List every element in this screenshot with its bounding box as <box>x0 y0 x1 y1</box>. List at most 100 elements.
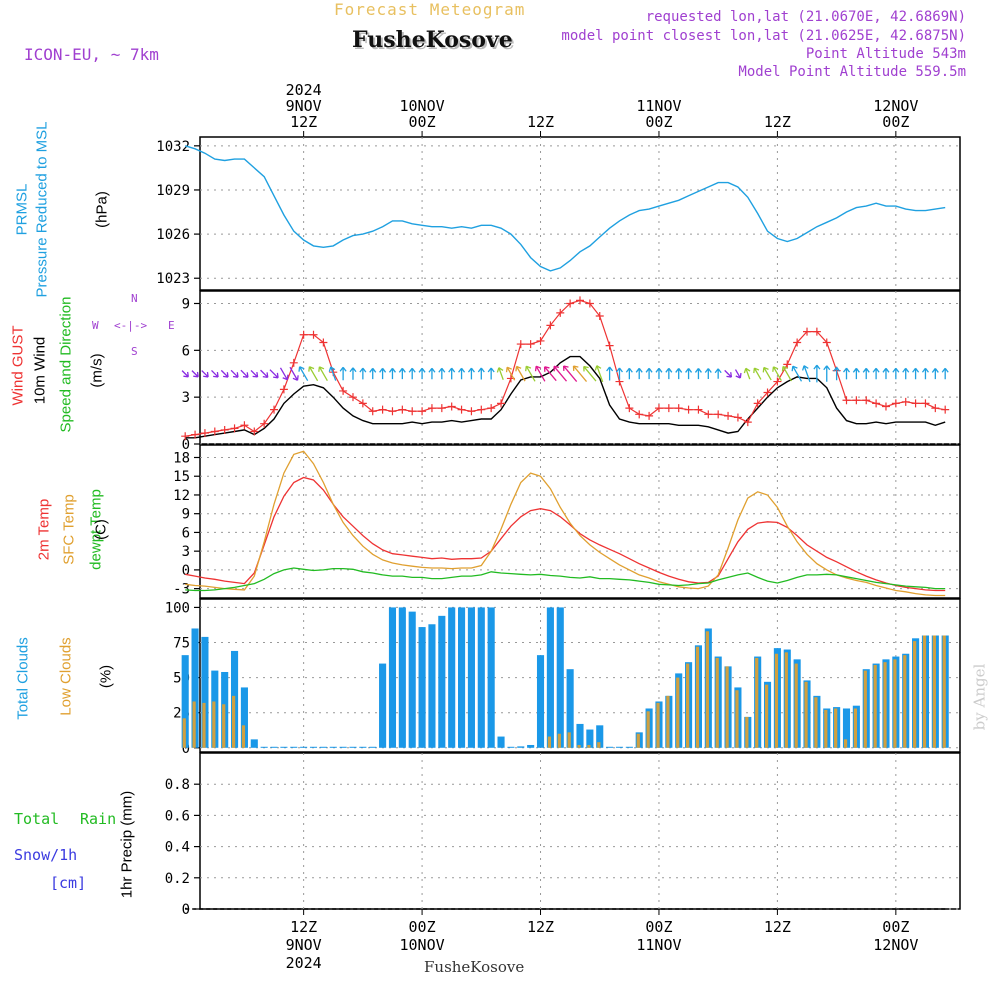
gust-marker <box>566 299 575 308</box>
pressure-ytick-label: 1029 <box>156 183 190 199</box>
compass-arrows: <-|-> <box>114 319 148 332</box>
total-cloud-bar <box>379 663 387 748</box>
low-cloud-bar <box>942 635 946 748</box>
low-cloud-bar <box>676 677 680 748</box>
precipitation-ytick-label: 0.6 <box>165 808 190 824</box>
temperature-ytick-label: 18 <box>173 450 190 466</box>
cm-unit-legend: [cm] <box>50 874 87 892</box>
wind-frame <box>199 290 961 445</box>
total-cloud-bar <box>448 607 456 748</box>
gust-marker <box>605 341 614 350</box>
total-cloud-bar <box>842 708 851 748</box>
wind-direction-arrow <box>458 367 466 380</box>
wind-ytick-label: 0 <box>182 437 190 453</box>
wind-direction-arrow <box>583 365 597 382</box>
gust-marker <box>822 338 831 347</box>
total-cloud-bar <box>467 607 475 748</box>
total-cloud-bar <box>309 746 318 748</box>
wind-direction-arrow <box>467 367 475 380</box>
top-time-label: 10NOV <box>399 97 444 115</box>
low-cloud-bar <box>705 631 709 748</box>
clouds-ytick-label: 100 <box>165 600 190 616</box>
wind-direction-arrow <box>615 367 624 380</box>
low-cloud-bar <box>814 697 818 748</box>
total-cloud-bar <box>458 607 466 748</box>
gust-marker <box>240 421 249 430</box>
low-cloud-bar <box>646 711 650 748</box>
gust-marker <box>220 425 229 434</box>
gust-marker <box>319 338 328 347</box>
low-cloud-bar <box>557 733 561 748</box>
gust-marker <box>181 432 190 441</box>
wind-direction-arrow <box>289 366 299 381</box>
dewpt-line <box>185 567 946 592</box>
total-cloud-bar <box>586 729 594 748</box>
snow-legend: Snow/1h <box>14 846 78 864</box>
pressure-ytick-label: 1023 <box>156 271 190 287</box>
compass-north: N <box>131 292 138 305</box>
wind-direction-arrow <box>388 367 396 380</box>
low-cloud-bar <box>794 663 798 748</box>
wind-direction-arrow <box>369 367 377 380</box>
wind-direction-arrow <box>572 365 588 382</box>
low-cloud-bar <box>636 733 640 748</box>
total-cloud-bar <box>270 746 278 748</box>
gust-marker <box>743 418 752 427</box>
model-label: ICON-EU, ~ 7km <box>24 45 159 64</box>
wind-direction-arrow <box>625 367 633 380</box>
gust-marker <box>862 396 871 405</box>
total-cloud-bar <box>191 628 199 748</box>
wind-direction-arrow <box>941 367 949 380</box>
total-cloud-bar <box>507 746 515 748</box>
total-cloud-bar <box>517 746 525 748</box>
wind-direction-arrow <box>379 367 387 380</box>
top-time-label: 2024 <box>286 81 322 99</box>
wind-direction-arrow <box>823 365 831 382</box>
total-cloud-bar <box>615 746 624 748</box>
low-cloud-bar <box>567 732 571 748</box>
wind-direction-arrow <box>359 367 367 380</box>
footer-station: FusheKosove <box>424 958 525 976</box>
top-time-label: 00Z <box>409 113 436 131</box>
gust-marker <box>576 296 584 305</box>
gust-marker <box>378 405 387 414</box>
gust-marker <box>645 411 654 420</box>
gust-marker <box>230 424 239 433</box>
wind-direction-arrow <box>553 365 568 382</box>
wind-direction-arrow <box>279 367 289 381</box>
wind-direction-arrow <box>635 367 643 380</box>
total-cloud-bar <box>418 627 426 748</box>
temp-2m-line <box>185 476 946 592</box>
compass-south: S <box>131 345 138 358</box>
wind-direction-arrow <box>606 366 614 381</box>
gust-marker <box>368 407 377 416</box>
low-cloud-bar <box>577 744 581 748</box>
gust-marker <box>694 405 703 414</box>
wind-direction-arrow <box>813 364 821 383</box>
gust-marker <box>447 402 456 411</box>
gust-marker <box>339 386 348 395</box>
wind-direction-arrow <box>724 369 733 378</box>
precipitation-ytick-label: 0.2 <box>165 871 190 887</box>
precipitation-ytick-label: 0.4 <box>165 840 190 856</box>
total-cloud-bar <box>349 746 357 748</box>
top-time-label: 12Z <box>764 113 791 131</box>
clouds-ytick-label: 0 <box>182 741 190 757</box>
sfc-temp-line <box>185 450 946 597</box>
precipitation-frame <box>199 752 961 910</box>
wind-direction-arrow <box>694 368 702 380</box>
gust-marker <box>299 330 308 339</box>
precipitation-ytick-label: 0.8 <box>165 777 190 793</box>
wind-direction-arrow <box>665 367 673 380</box>
wind-direction-arrow <box>487 367 495 380</box>
total-cloud-bar <box>546 607 554 748</box>
wind-direction-arrow <box>781 365 793 382</box>
top-time-label: 12Z <box>527 113 554 131</box>
total-cloud-bar <box>260 746 268 748</box>
gust-marker <box>635 410 644 419</box>
wind-direction-arrow <box>931 368 939 380</box>
temperature-ytick-label: 0 <box>182 563 190 579</box>
compass-east: E <box>168 319 175 332</box>
gust-marker <box>911 399 920 408</box>
bottom-time-label: 12NOV <box>873 936 918 954</box>
